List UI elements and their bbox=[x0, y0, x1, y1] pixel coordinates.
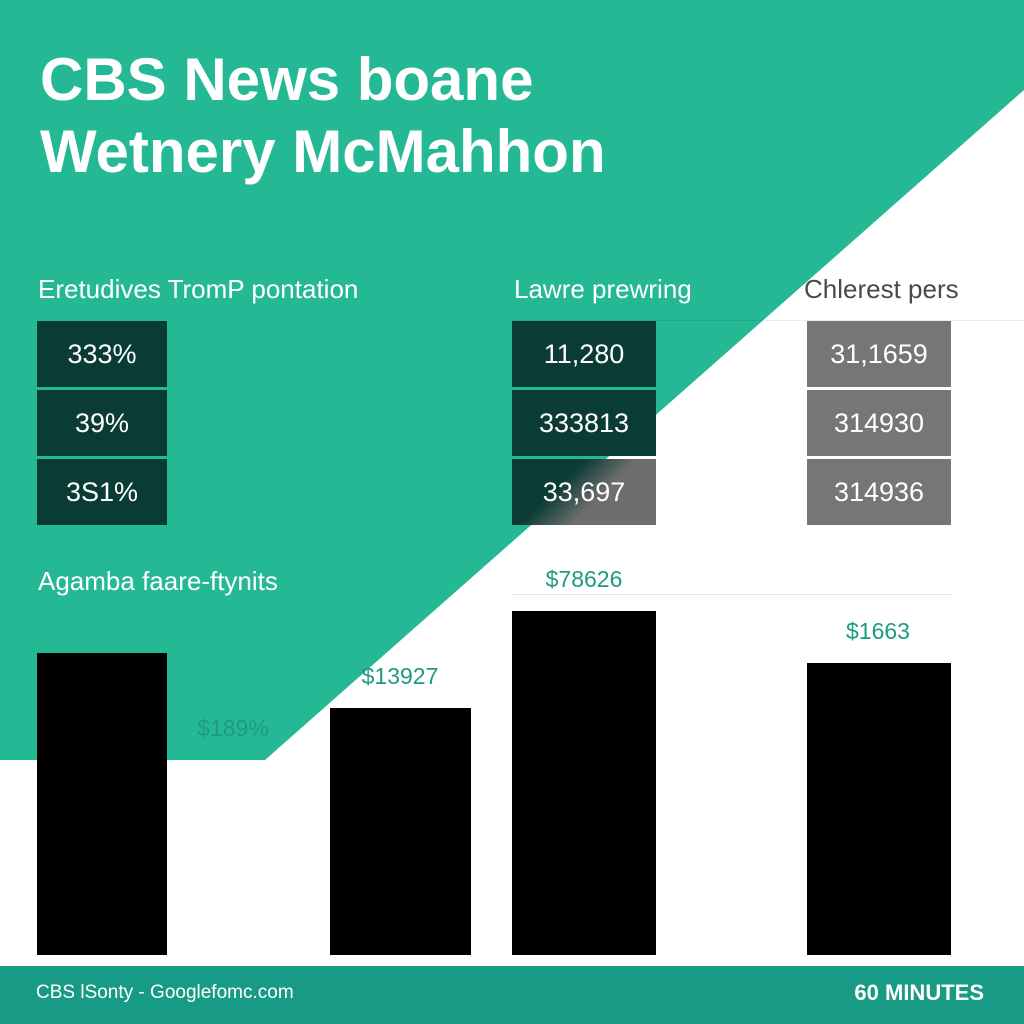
footer-brand-text: 60 MINUTES bbox=[854, 980, 984, 1005]
chart-title-line-1: CBS News boane bbox=[40, 46, 534, 113]
table-cell-c1-r2: 39% bbox=[37, 390, 167, 456]
bar-value-label-3: $78626 bbox=[546, 566, 623, 592]
table-cell-c1-r3: 3S1% bbox=[37, 459, 167, 525]
bar-section-label: Agamba faare-ftynits bbox=[38, 566, 278, 596]
table-cell-c1-r1: 333% bbox=[37, 321, 167, 387]
table-cell-c2-r1: 11,280 bbox=[512, 321, 656, 387]
table-cell-c2-r3: 33,697 bbox=[512, 459, 656, 525]
column-header-3: Chlerest pers bbox=[804, 274, 959, 304]
column-header-2: Lawre prewring bbox=[514, 274, 692, 304]
bar-value-label-1: $189% bbox=[197, 715, 269, 741]
bar-4 bbox=[807, 663, 951, 955]
table-cell-c2-r2: 333813 bbox=[512, 390, 656, 456]
bar-2 bbox=[330, 708, 471, 955]
section-divider bbox=[512, 594, 952, 595]
chart-title-line-2: Wetnery McMahhon bbox=[40, 118, 606, 185]
table-cell-c3-r3: 314936 bbox=[807, 459, 951, 525]
footer-source-text: CBS lSonty - Googlefomc.com bbox=[36, 982, 294, 1003]
bar-value-label-2: $13927 bbox=[362, 663, 439, 689]
footer-bar: CBS lSonty - Googlefomc.com 60 MINUTES bbox=[0, 966, 1024, 1024]
row-separator bbox=[512, 320, 1024, 321]
column-header-1: Eretudives TromP pontation bbox=[38, 274, 359, 304]
bar-value-label-4: $1663 bbox=[846, 618, 910, 644]
bar-1 bbox=[37, 653, 167, 955]
table-cell-c3-r2: 314930 bbox=[807, 390, 951, 456]
table-cell-c3-r1: 31,1659 bbox=[807, 321, 951, 387]
bar-3 bbox=[512, 611, 656, 955]
